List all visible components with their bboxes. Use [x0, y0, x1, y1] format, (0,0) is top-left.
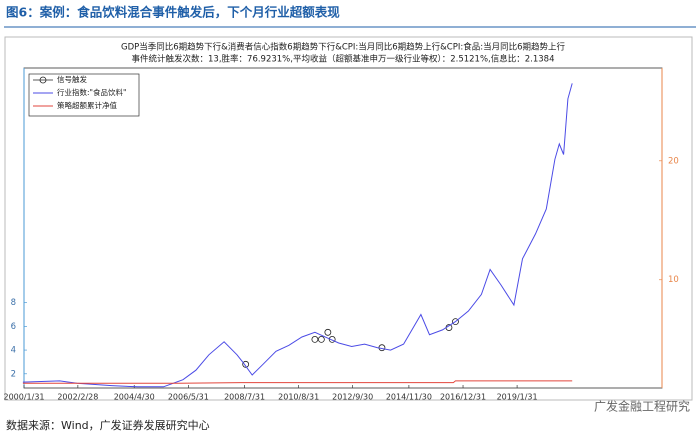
x-tick-label: 2010/8/31 — [278, 393, 319, 402]
y-tick-label: 4 — [11, 346, 16, 356]
trigger-marker — [328, 336, 336, 343]
trigger-marker — [324, 328, 332, 336]
chart-subtitle: 事件统计触发次数：13,胜率：76.9231%,平均收益（超额基准申万一级行业等… — [132, 54, 555, 65]
chart-title: GDP当季同比6期趋势下行&消费者信心指数6期趋势下行&CPI:当月同比6期趋势… — [121, 42, 566, 53]
legend-label: 信号触发 — [57, 74, 87, 84]
y-tick-label: 6 — [11, 322, 16, 332]
y-tick-label: 2 — [11, 369, 16, 379]
x-tick-label: 2002/2/28 — [57, 393, 98, 402]
series-line — [22, 380, 573, 384]
x-tick-label: 2014/11/30 — [386, 393, 432, 402]
legend-label: 策略超额累计净值 — [57, 100, 117, 110]
trigger-marker — [317, 336, 325, 343]
trigger-marker — [452, 318, 459, 326]
y2-tick-label: 10 — [668, 275, 679, 285]
plot-area — [23, 67, 663, 389]
x-tick-label: 2012/9/30 — [332, 393, 373, 402]
x-tick-label: 2000/1/31 — [3, 393, 44, 402]
y-tick-label: 8 — [11, 298, 16, 308]
x-tick-label: 2006/5/31 — [168, 393, 209, 402]
trigger-marker — [311, 336, 319, 343]
watermark: 广发金融工程研究 — [594, 399, 690, 414]
legend-label: 行业指数:"食品饮料" — [57, 87, 126, 97]
figure-title: 图6：案例：食品饮料混合事件触发后，下个月行业超额表现 — [6, 5, 340, 20]
series-line — [22, 83, 573, 388]
legend-marker — [39, 76, 47, 84]
source-note: 数据来源：Wind，广发证券发展研究中心 — [6, 418, 210, 432]
x-tick-label: 2019/1/31 — [497, 393, 538, 402]
legend-box — [28, 73, 140, 117]
x-tick-label: 2008/7/31 — [224, 393, 265, 402]
trigger-marker — [242, 360, 250, 368]
x-tick-label: 2016/12/31 — [440, 393, 486, 402]
y2-tick-label: 20 — [668, 156, 679, 166]
x-tick-label: 2004/4/30 — [114, 393, 155, 402]
